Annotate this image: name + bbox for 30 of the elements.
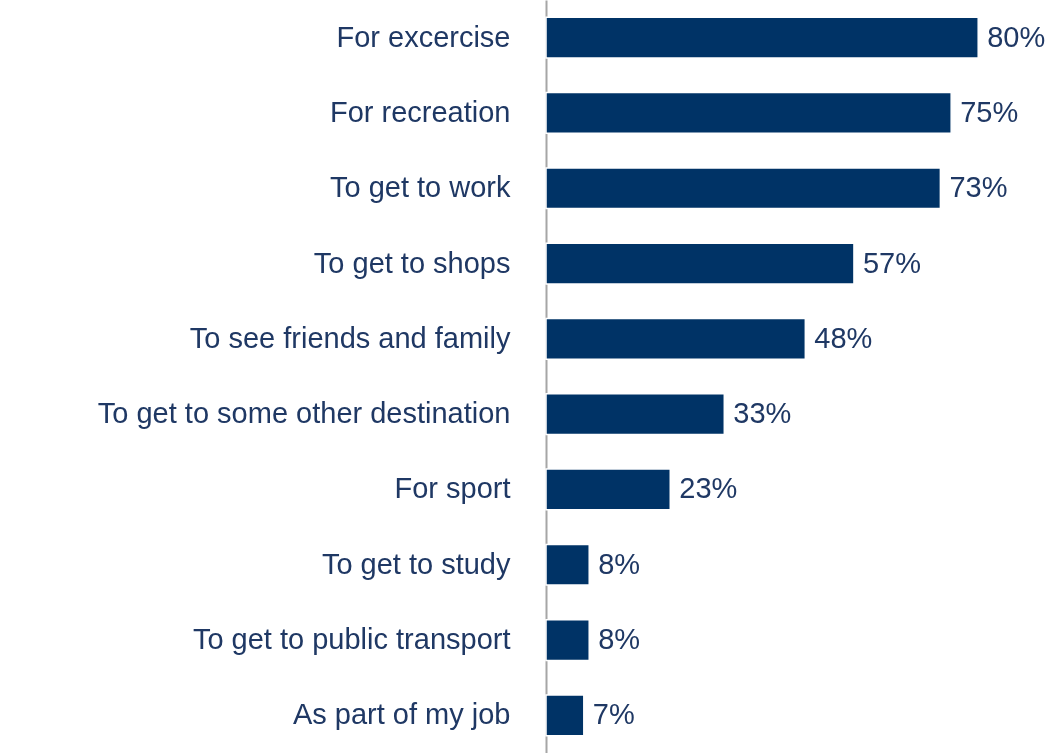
data-label: 8% bbox=[598, 547, 641, 580]
bar bbox=[545, 167, 942, 210]
bar bbox=[545, 543, 590, 586]
data-label: 80% bbox=[987, 20, 1046, 53]
y-tick-label: To get to public transport bbox=[192, 623, 511, 656]
y-tick-label: As part of my job bbox=[292, 698, 511, 731]
y-tick-label: To get to shops bbox=[313, 246, 511, 279]
bar bbox=[545, 242, 855, 285]
data-label: 7% bbox=[592, 698, 635, 731]
y-tick-label: For recreation bbox=[329, 95, 511, 128]
data-label: 75% bbox=[960, 95, 1019, 128]
data-label: 57% bbox=[862, 246, 921, 279]
data-label: 73% bbox=[949, 171, 1008, 204]
bar bbox=[545, 618, 590, 662]
y-tick-label: To get to study bbox=[321, 547, 511, 580]
bar bbox=[545, 468, 672, 511]
y-tick-label: To get to some other destination bbox=[97, 397, 511, 430]
data-label: 23% bbox=[679, 472, 738, 505]
bar bbox=[545, 694, 585, 737]
bar bbox=[545, 91, 952, 135]
data-label: 8% bbox=[598, 623, 641, 656]
y-tick-label: To see friends and family bbox=[189, 321, 511, 354]
data-label: 33% bbox=[733, 397, 792, 430]
y-tick-label: For sport bbox=[394, 472, 511, 505]
bar bbox=[545, 393, 726, 436]
y-tick-label: For excercise bbox=[336, 20, 511, 53]
y-tick-label: To get to work bbox=[329, 171, 511, 204]
bar bbox=[545, 16, 979, 59]
bar bbox=[545, 317, 807, 360]
data-label: 48% bbox=[814, 321, 873, 354]
